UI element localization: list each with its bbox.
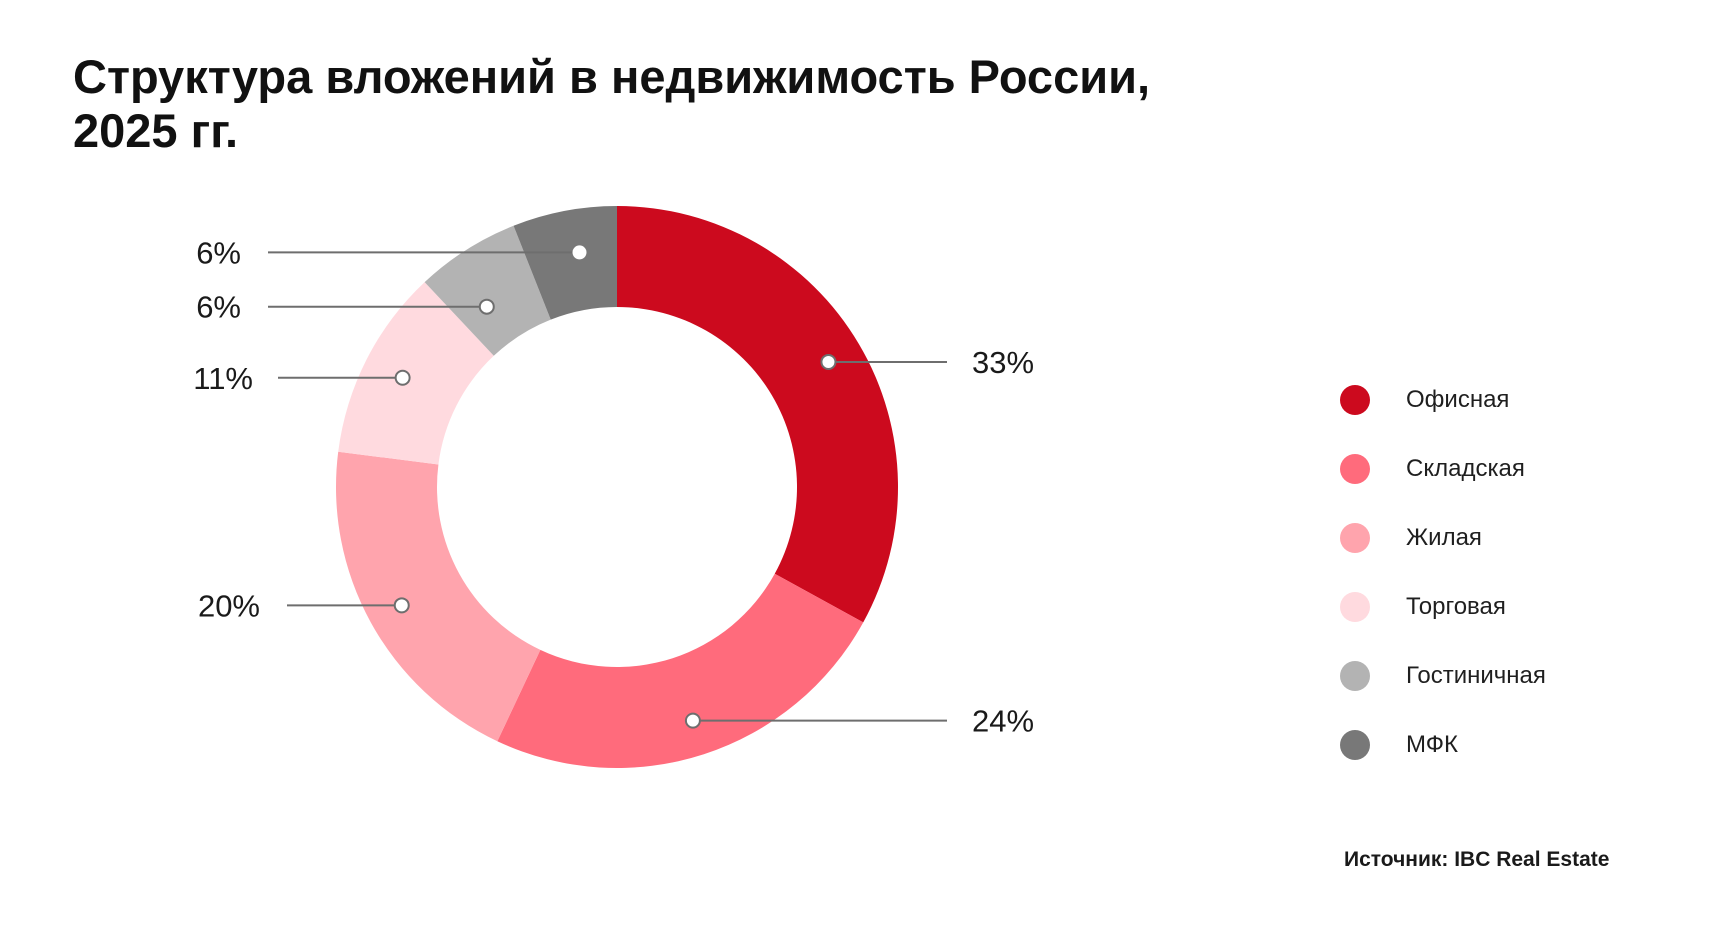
data-label-hotel: 6% (196, 290, 241, 325)
slice-residential[interactable] (335, 451, 541, 742)
leader-marker-office (820, 353, 837, 370)
legend-label-mfc: МФК (1406, 731, 1458, 758)
legend-label-hotel: Гостиничная (1406, 662, 1546, 689)
legend-swatch-office (1340, 385, 1370, 415)
leader-marker-residential (393, 597, 410, 614)
legend-swatch-retail (1340, 592, 1370, 622)
donut-chart: 33% 24% 20% 11% 6% 6% (193, 206, 1034, 768)
chart-leader-lines (268, 245, 947, 729)
legend-swatch-warehouse (1340, 454, 1370, 484)
source-note: Источник: IBC Real Estate (1344, 848, 1610, 871)
legend-label-residential: Жилая (1406, 524, 1482, 551)
chart-data-labels: 33% 24% 20% 11% 6% 6% (193, 235, 1034, 738)
slice-office[interactable] (617, 206, 899, 623)
data-label-retail: 11% (193, 361, 253, 396)
leader-marker-mfc (572, 245, 587, 260)
chart-title-line-1: Структура вложений в недвижимость России… (73, 50, 1151, 103)
slice-mfc[interactable] (513, 206, 617, 320)
legend-label-retail: Торговая (1406, 593, 1506, 620)
legend-label-warehouse: Складская (1406, 455, 1525, 482)
data-label-office: 33% (972, 345, 1034, 380)
legend-swatch-residential (1340, 523, 1370, 553)
leader-marker-hotel (478, 298, 495, 315)
leader-marker-retail (394, 369, 411, 386)
chart-title: Структура вложений в недвижимость России… (73, 50, 1373, 158)
slice-retail[interactable] (338, 282, 494, 465)
legend-swatch-mfc (1340, 730, 1370, 760)
data-label-residential: 20% (198, 588, 260, 623)
slice-warehouse[interactable] (497, 573, 864, 768)
slice-hotel[interactable] (424, 225, 551, 356)
chart-slices (335, 206, 899, 768)
chart-title-line-2: 2025 гг. (73, 104, 239, 157)
leader-marker-warehouse (684, 712, 701, 729)
data-label-mfc: 6% (196, 235, 241, 270)
legend-swatch-hotel (1340, 661, 1370, 691)
legend-label-office: Офисная (1406, 386, 1510, 413)
data-label-warehouse: 24% (972, 704, 1034, 739)
